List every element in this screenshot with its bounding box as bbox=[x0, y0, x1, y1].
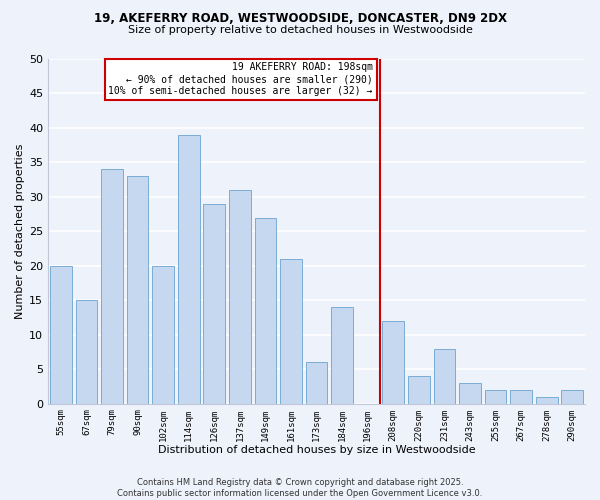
Text: 19 AKEFERRY ROAD: 198sqm
← 90% of detached houses are smaller (290)
10% of semi-: 19 AKEFERRY ROAD: 198sqm ← 90% of detach… bbox=[109, 62, 373, 96]
Bar bbox=[254, 218, 277, 404]
Y-axis label: Number of detached properties: Number of detached properties bbox=[15, 144, 25, 319]
Bar bbox=[536, 397, 557, 404]
Bar bbox=[152, 266, 174, 404]
Bar bbox=[101, 170, 123, 404]
X-axis label: Distribution of detached houses by size in Westwoodside: Distribution of detached houses by size … bbox=[158, 445, 475, 455]
Bar bbox=[76, 300, 97, 404]
Bar bbox=[280, 259, 302, 404]
Bar bbox=[127, 176, 148, 404]
Bar bbox=[485, 390, 506, 404]
Text: Contains HM Land Registry data © Crown copyright and database right 2025.
Contai: Contains HM Land Registry data © Crown c… bbox=[118, 478, 482, 498]
Bar bbox=[382, 321, 404, 404]
Bar bbox=[306, 362, 328, 404]
Bar bbox=[229, 190, 251, 404]
Bar bbox=[203, 204, 225, 404]
Text: Size of property relative to detached houses in Westwoodside: Size of property relative to detached ho… bbox=[128, 25, 472, 35]
Bar bbox=[459, 383, 481, 404]
Bar bbox=[434, 348, 455, 404]
Bar bbox=[331, 307, 353, 404]
Bar bbox=[562, 390, 583, 404]
Bar bbox=[178, 135, 200, 404]
Bar bbox=[408, 376, 430, 404]
Bar bbox=[50, 266, 72, 404]
Bar bbox=[510, 390, 532, 404]
Text: 19, AKEFERRY ROAD, WESTWOODSIDE, DONCASTER, DN9 2DX: 19, AKEFERRY ROAD, WESTWOODSIDE, DONCAST… bbox=[94, 12, 506, 26]
